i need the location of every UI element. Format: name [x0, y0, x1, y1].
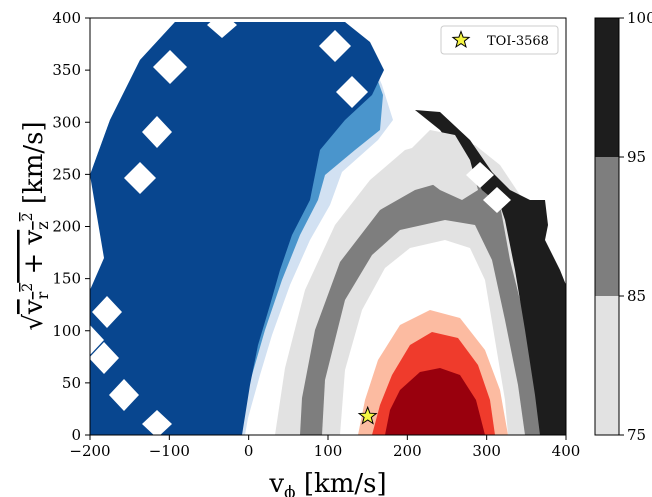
colorbar-band-75-85 [595, 296, 619, 435]
y-tick-label: 350 [52, 61, 81, 79]
y-tick-label: 300 [52, 113, 81, 131]
legend-star-icon [451, 30, 471, 49]
colorbar-frame [594, 17, 620, 436]
colorbar-ticks: 75 85 95 100 [619, 9, 652, 444]
legend: TOI-3568 [440, 25, 559, 55]
colorbar-tick-label: 85 [627, 287, 646, 305]
x-tick-label: 200 [393, 442, 422, 460]
red-contour-inner [385, 368, 485, 435]
gray-gap [466, 162, 494, 188]
blue-gap [336, 76, 368, 108]
colorbar-tick-label: 100 [627, 9, 652, 27]
y-tick-label: 400 [52, 9, 81, 27]
x-tick-label: 400 [552, 442, 581, 460]
y-axis-label: √vr2 + vz2 [km/s] [19, 121, 52, 330]
blue-gap [90, 175, 104, 290]
gray-upper-light [410, 130, 478, 200]
y-tick-label: 50 [62, 374, 81, 392]
blue-gap [90, 342, 119, 374]
contour-plot-area [90, 18, 566, 435]
blue-gap [319, 30, 351, 62]
blue-gap [207, 18, 237, 38]
x-axis-ticks: −200 −100 0 100 200 300 400 [69, 435, 580, 460]
colorbar-band-95-100 [595, 18, 619, 157]
colorbar: 75 85 95 100 [594, 9, 652, 444]
blue-gap [92, 296, 122, 328]
blue-gap [153, 50, 187, 84]
colorbar-tick-label: 75 [627, 426, 646, 444]
x-tick-label: 0 [244, 442, 254, 460]
x-tick-label: −200 [69, 442, 110, 460]
gray-gap [483, 187, 511, 213]
x-axis-label: vϕ [km/s] [268, 469, 386, 497]
x-tick-label: 100 [314, 442, 343, 460]
x-tick-label: −100 [149, 442, 190, 460]
y-tick-label: 150 [52, 270, 81, 288]
y-tick-label: 100 [52, 322, 81, 340]
blue-gap [109, 379, 139, 411]
toi-3568-star-marker [357, 405, 378, 425]
svg-text:√vr2 + vz2 [km/s]: √vr2 + vz2 [km/s] [19, 121, 52, 330]
y-tick-label: 250 [52, 165, 81, 183]
y-axis-ticks: 0 50 100 150 200 250 300 350 400 [52, 9, 90, 444]
colorbar-band-85-95 [595, 157, 619, 296]
blue-gap [90, 325, 104, 355]
y-tick-label: 200 [52, 218, 81, 236]
x-tick-label: 300 [472, 442, 501, 460]
blue-gap [142, 116, 172, 148]
legend-box [440, 25, 559, 55]
y-tick-label: 0 [71, 426, 81, 444]
blue-gap [124, 162, 156, 194]
blue-gap [142, 410, 172, 435]
colorbar-tick-label: 95 [627, 148, 646, 166]
legend-entry-label: TOI-3568 [487, 34, 549, 49]
